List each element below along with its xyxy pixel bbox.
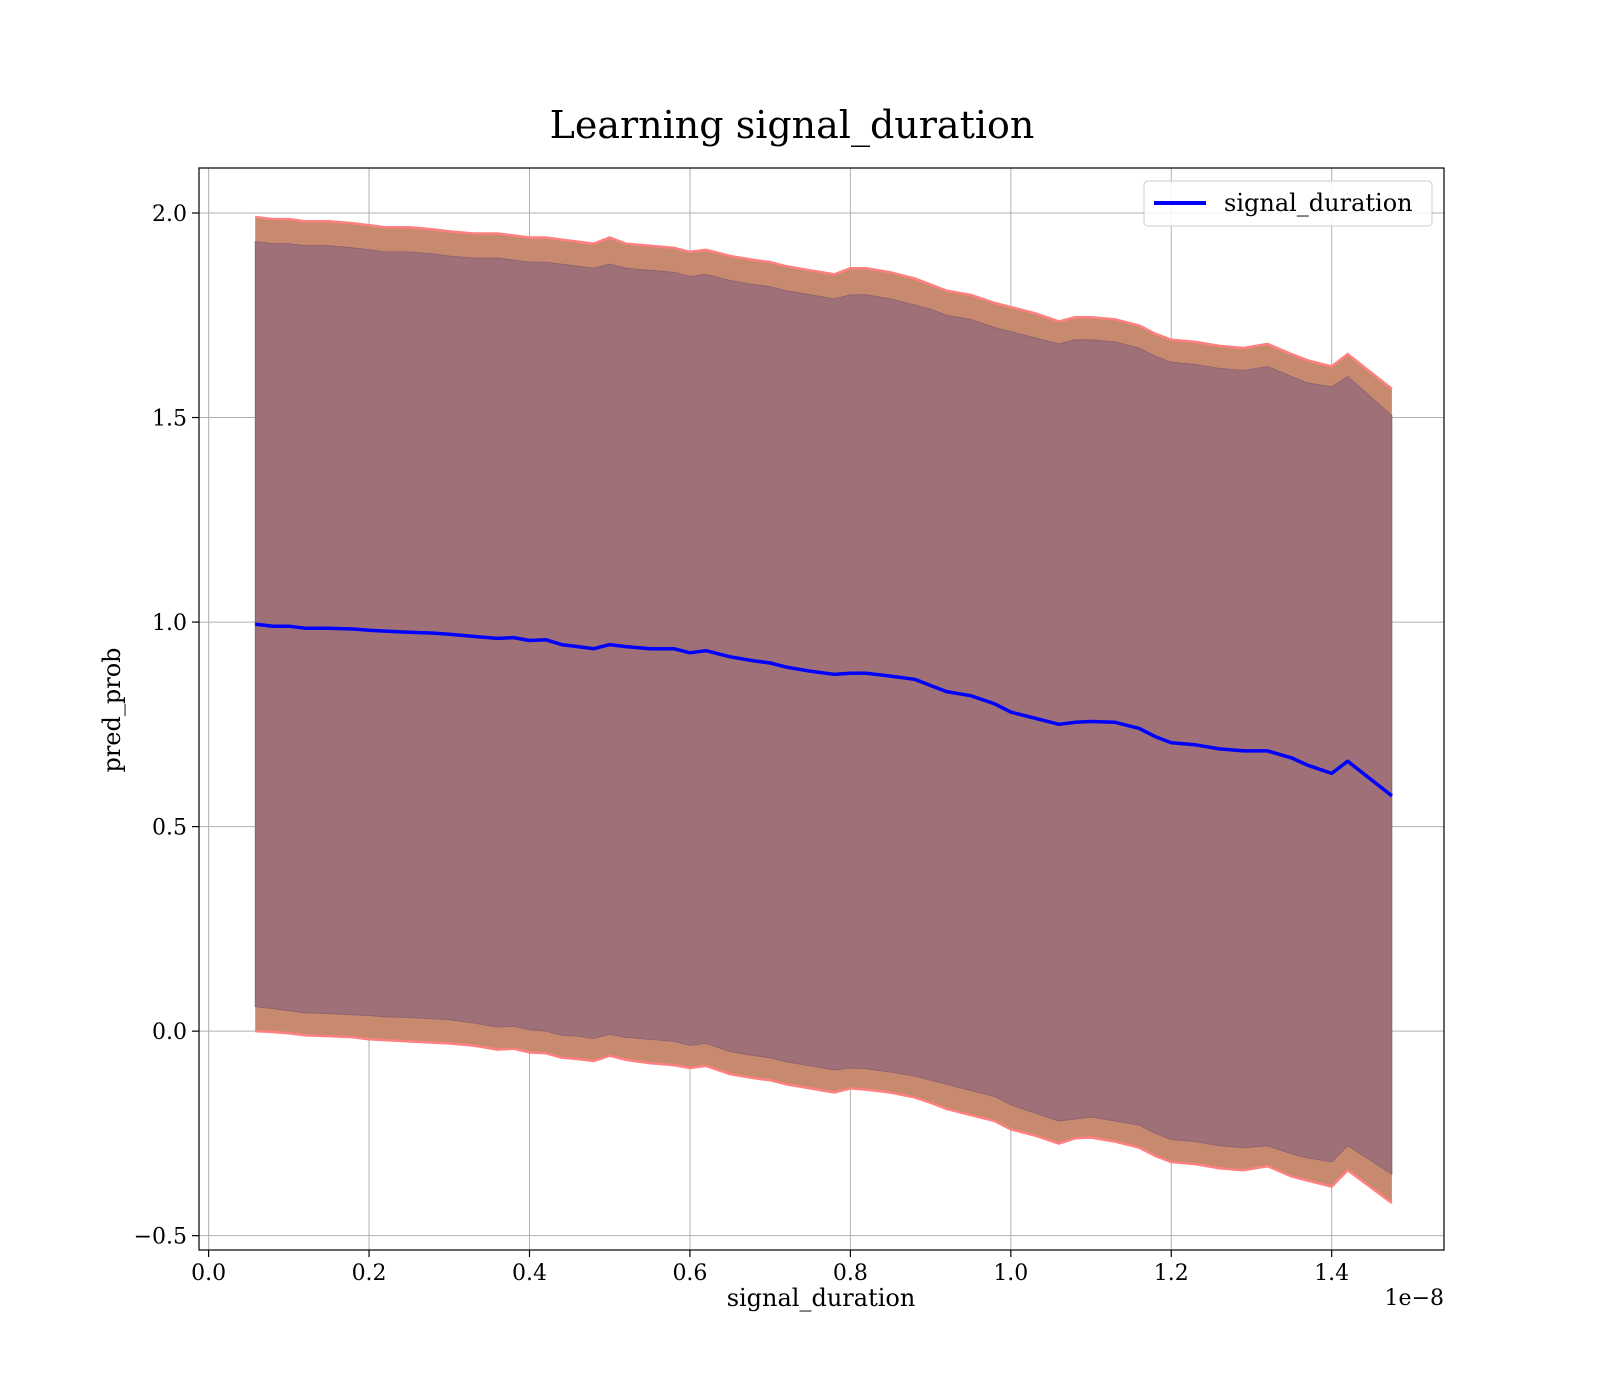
chart-title: Learning signal_duration: [550, 103, 1035, 148]
x-tick-label: 0.2: [352, 1261, 387, 1286]
inner-confidence-band: [254, 241, 1393, 1176]
series-line-signal-duration: [254, 622, 1393, 798]
x-tick-label: 1.2: [1154, 1261, 1189, 1286]
y-tick-label: 1.0: [152, 611, 187, 636]
x-tick-label: 1.4: [1314, 1261, 1349, 1286]
legend-box: [1143, 180, 1433, 227]
x-axis-label: signal_duration: [727, 1284, 916, 1312]
y-axis-ticks: −0.5 0.0 0.5 1.0 1.5 2.0: [134, 202, 199, 1250]
y-tick-label: 2.0: [152, 202, 187, 227]
y-tick-label: −0.5: [134, 1225, 187, 1250]
y-tick-label: 0.5: [152, 816, 187, 841]
x-axis-ticks: 0.0 0.2 0.4 0.6 0.8 1.0 1.2 1.4: [191, 1250, 1349, 1286]
plot-frame: [198, 167, 1445, 1251]
x-tick-label: 0.8: [833, 1261, 868, 1286]
confidence-bands: [254, 215, 1393, 1205]
outer-band-lower-edge: [255, 1029, 1393, 1205]
x-axis-offset-label: 1e−8: [1385, 1286, 1444, 1311]
x-tick-label: 0.6: [672, 1261, 707, 1286]
x-tick-label: 0.4: [512, 1261, 547, 1286]
x-tick-label: 1.0: [993, 1261, 1028, 1286]
outer-band-upper-edge: [255, 215, 1393, 390]
legend: signal_duration: [1143, 180, 1433, 227]
legend-label: signal_duration: [1224, 189, 1413, 217]
series-lines: [254, 622, 1393, 798]
y-tick-label: 1.5: [152, 407, 187, 432]
y-axis-label: pred_prob: [98, 647, 126, 772]
x-tick-label: 0.0: [191, 1261, 226, 1286]
y-tick-label: 0.0: [152, 1020, 187, 1045]
